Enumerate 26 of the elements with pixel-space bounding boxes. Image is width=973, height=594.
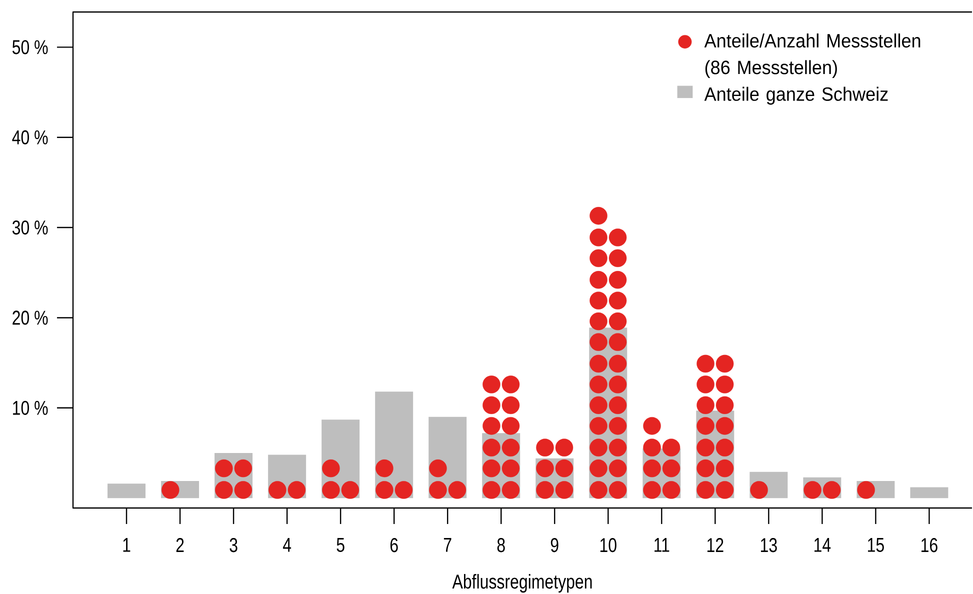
x-tick-label: 16 <box>922 538 938 552</box>
x-tick-label: 13 <box>760 538 777 552</box>
y-tick-label: 50 % <box>12 40 48 54</box>
x-tick-label: 7 <box>444 538 452 552</box>
x-tick-label: 8 <box>497 538 505 552</box>
legend-label: Anteile ganze Schweiz <box>704 86 888 105</box>
x-tick-label: 9 <box>550 538 558 552</box>
x-tick-label: 10 <box>600 538 616 552</box>
x-tick-label: 1 <box>123 538 130 552</box>
legend-label: Anteile/Anzahl Messstellen (86 Messstellen) <box>704 33 920 78</box>
x-tick-label: 14 <box>814 538 831 552</box>
y-tick-label: 20 % <box>12 310 48 325</box>
x-tick-label: 4 <box>282 538 292 552</box>
x-tick-label: 12 <box>707 538 724 552</box>
x-tick-label: 2 <box>176 538 184 552</box>
x-axis-title: Abflussregimetypen <box>452 574 592 593</box>
x-tick-label: 6 <box>390 538 398 552</box>
y-tick-label: 30 % <box>12 220 48 235</box>
x-tick-label: 5 <box>336 538 344 552</box>
y-tick-label: 40 % <box>12 130 48 144</box>
x-tick-label: 11 <box>654 538 670 552</box>
x-tick-label: 15 <box>868 538 884 552</box>
bar <box>910 487 948 498</box>
bar <box>108 484 146 498</box>
x-tick-label: 3 <box>230 538 238 552</box>
y-tick-label: 10 % <box>13 400 48 415</box>
